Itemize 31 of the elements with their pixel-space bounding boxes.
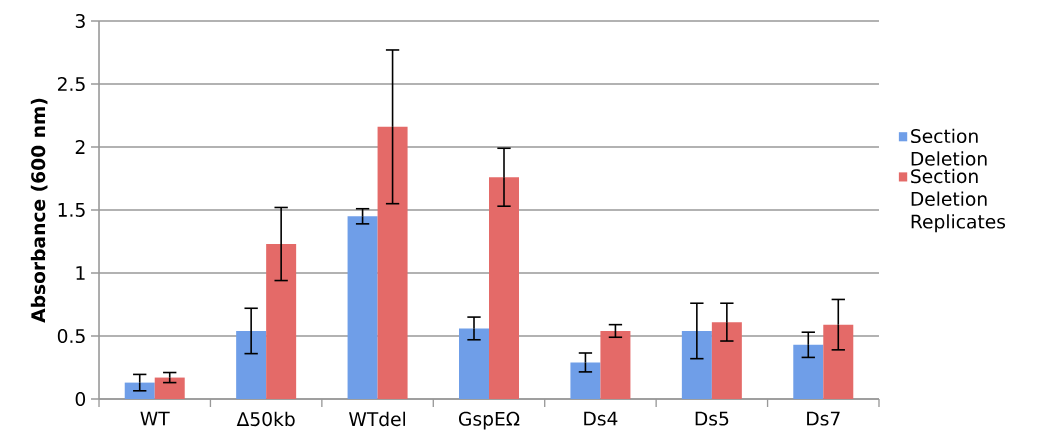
y-tick-label: 1.5 xyxy=(58,203,85,217)
x-tick-label: WT xyxy=(140,411,170,426)
x-tick-label: GspEΩ xyxy=(459,411,520,430)
x-tick-label: Ds4 xyxy=(584,411,618,426)
bar xyxy=(266,244,297,399)
y-tick-label: 1 xyxy=(76,266,85,280)
x-tick-label: Δ50kb xyxy=(236,411,295,427)
bar xyxy=(711,322,742,399)
legend-label: Section Deletion xyxy=(911,128,987,166)
bar xyxy=(823,324,854,399)
bar xyxy=(681,330,712,399)
y-tick-label: 2 xyxy=(75,140,85,154)
bar xyxy=(347,216,378,399)
y-axis-title: Absorbance (600 nm) xyxy=(30,98,48,323)
y-tick-label: 0 xyxy=(75,391,86,407)
bar xyxy=(377,126,408,399)
x-tick-label: Ds5 xyxy=(695,411,729,426)
bar xyxy=(600,330,631,399)
bar xyxy=(459,328,490,399)
bar xyxy=(124,382,155,399)
bar xyxy=(570,362,601,399)
y-tick-label: 3 xyxy=(75,13,85,29)
bar xyxy=(236,330,267,399)
y-tick-label: 2.5 xyxy=(57,76,85,92)
legend-label: Section Deletion Replicates xyxy=(911,168,1006,233)
x-tick-label: Ds7 xyxy=(807,411,840,426)
bar xyxy=(793,344,824,399)
bar xyxy=(489,177,519,399)
y-tick-label: 0.5 xyxy=(57,328,85,344)
x-tick-label: WTdel xyxy=(349,411,406,427)
bar xyxy=(154,377,185,399)
